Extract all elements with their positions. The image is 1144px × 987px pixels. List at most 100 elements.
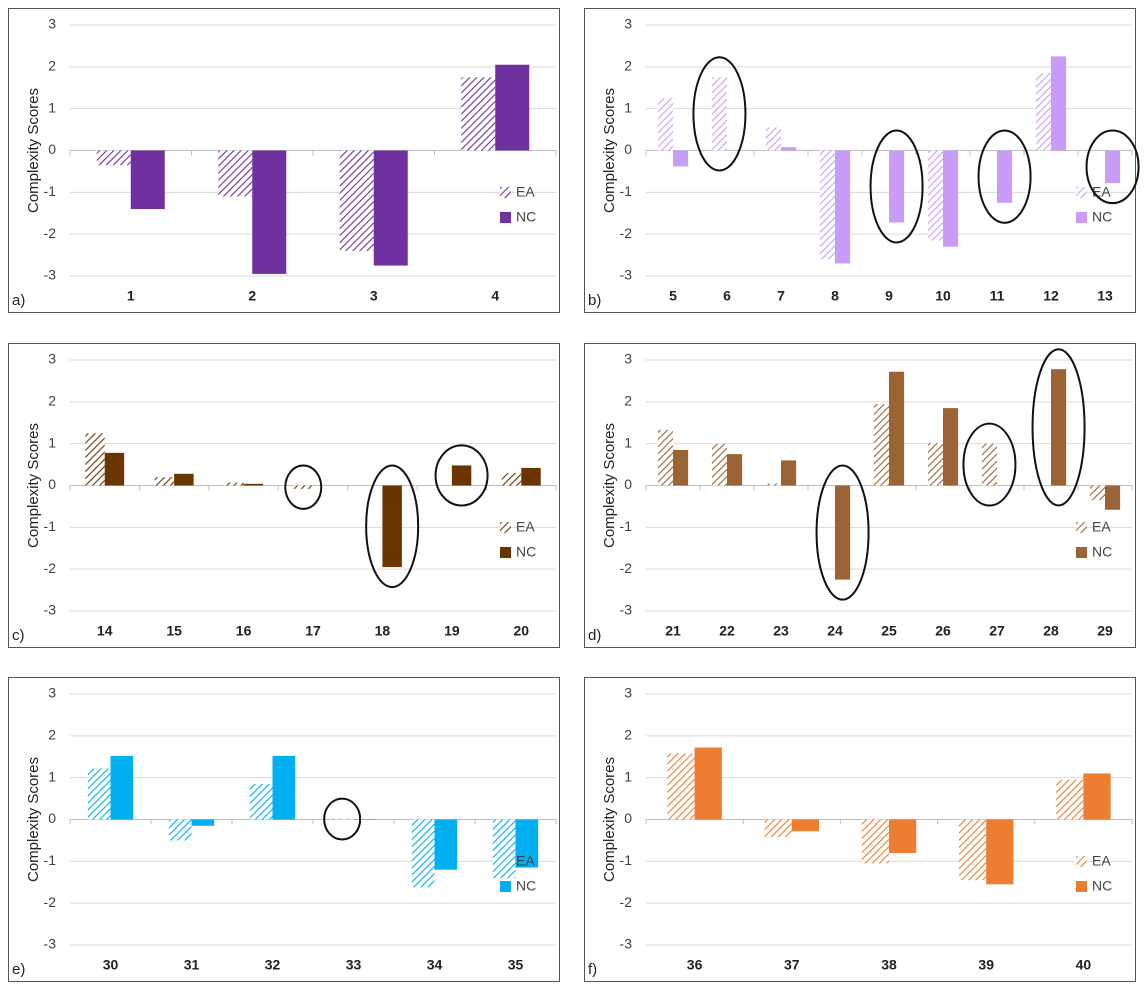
bar (943, 151, 958, 247)
panel-frame (9, 344, 560, 648)
bar (374, 151, 408, 266)
y-tick-label: -2 (44, 225, 57, 241)
y-tick-label: 3 (48, 16, 56, 32)
bar (461, 77, 495, 150)
x-tick-label: 1 (127, 288, 135, 304)
x-tick-label: 7 (777, 288, 785, 304)
bar (1056, 780, 1083, 820)
y-tick-label: -2 (620, 894, 633, 910)
y-tick-label: 0 (624, 476, 632, 492)
panel-frame (585, 9, 1136, 313)
x-tick-label: 29 (1097, 623, 1113, 639)
y-tick-label: 1 (48, 768, 56, 784)
bar (1051, 56, 1066, 150)
legend-swatch (500, 881, 511, 892)
x-tick-label: 11 (990, 288, 1005, 304)
legend-label: EA (516, 519, 535, 535)
x-tick-label: 25 (881, 623, 897, 639)
y-tick-label: 3 (48, 351, 56, 367)
bar (224, 483, 243, 486)
panel-frame (585, 678, 1136, 982)
x-tick-label: 22 (719, 623, 735, 639)
x-tick-label: 17 (305, 623, 321, 639)
x-tick-label: 23 (773, 623, 789, 639)
legend-label: EA (1092, 184, 1111, 200)
y-tick-label: 2 (48, 58, 56, 74)
bar (792, 820, 819, 832)
legend-swatch (500, 856, 511, 867)
x-tick-label: 9 (885, 288, 893, 304)
bar (766, 483, 781, 485)
x-tick-label: 3 (370, 288, 378, 304)
x-tick-label: 37 (784, 957, 800, 973)
bar (1090, 486, 1105, 501)
bar (502, 473, 521, 486)
y-tick-label: 1 (624, 768, 632, 784)
panel-label: f) (588, 961, 597, 978)
bar (294, 486, 313, 489)
y-tick-label: 0 (48, 476, 56, 492)
legend-swatch (1076, 212, 1087, 223)
y-tick-label: 2 (624, 727, 632, 743)
y-axis-title: Complexity Scores (601, 88, 618, 213)
bar (889, 820, 916, 853)
legend-swatch (1076, 522, 1087, 533)
y-tick-label: -3 (620, 267, 633, 283)
y-tick-label: 3 (624, 351, 632, 367)
bar (1105, 486, 1120, 510)
x-tick-label: 20 (513, 623, 529, 639)
y-tick-label: 2 (48, 393, 56, 409)
y-tick-label: -2 (44, 894, 57, 910)
legend-swatch (1076, 547, 1087, 558)
x-tick-label: 38 (881, 957, 897, 973)
x-tick-label: 32 (265, 957, 281, 973)
x-tick-label: 28 (1043, 623, 1059, 639)
legend-swatch (500, 522, 511, 533)
legend-swatch (1076, 856, 1087, 867)
bar (1083, 773, 1110, 819)
y-tick-label: 3 (48, 685, 56, 701)
bar (982, 444, 997, 486)
x-tick-label: 36 (687, 957, 703, 973)
bar (766, 127, 781, 150)
y-tick-label: -1 (44, 183, 57, 199)
y-tick-label: 3 (624, 685, 632, 701)
legend-swatch (500, 187, 511, 198)
bar (105, 453, 124, 486)
y-tick-label: 3 (624, 16, 632, 32)
bar (781, 147, 796, 150)
bar (658, 98, 673, 150)
y-tick-label: -3 (44, 936, 57, 952)
x-tick-label: 14 (97, 623, 113, 639)
y-tick-label: -3 (620, 936, 633, 952)
x-tick-label: 24 (827, 623, 843, 639)
bar (781, 460, 796, 485)
bar (943, 408, 958, 485)
x-tick-label: 2 (248, 288, 256, 304)
y-axis-title: Complexity Scores (601, 757, 618, 882)
y-tick-label: 0 (624, 810, 632, 826)
y-tick-label: -1 (620, 518, 633, 534)
bar (835, 486, 850, 580)
bar (452, 465, 471, 485)
y-tick-label: 1 (624, 99, 632, 115)
y-tick-label: -3 (620, 602, 633, 618)
y-tick-label: -3 (44, 602, 57, 618)
y-tick-label: 2 (624, 58, 632, 74)
y-tick-label: -2 (620, 560, 633, 576)
bar (155, 477, 174, 485)
x-tick-label: 40 (1076, 957, 1092, 973)
bar (97, 151, 131, 166)
legend-swatch (1076, 187, 1087, 198)
legend-swatch (500, 547, 511, 558)
y-tick-label: -3 (44, 267, 57, 283)
x-tick-label: 26 (935, 623, 951, 639)
bar (382, 486, 401, 568)
y-tick-label: -2 (44, 560, 57, 576)
y-tick-label: 2 (48, 727, 56, 743)
y-tick-label: -1 (620, 183, 633, 199)
panel-label: b) (588, 292, 601, 309)
